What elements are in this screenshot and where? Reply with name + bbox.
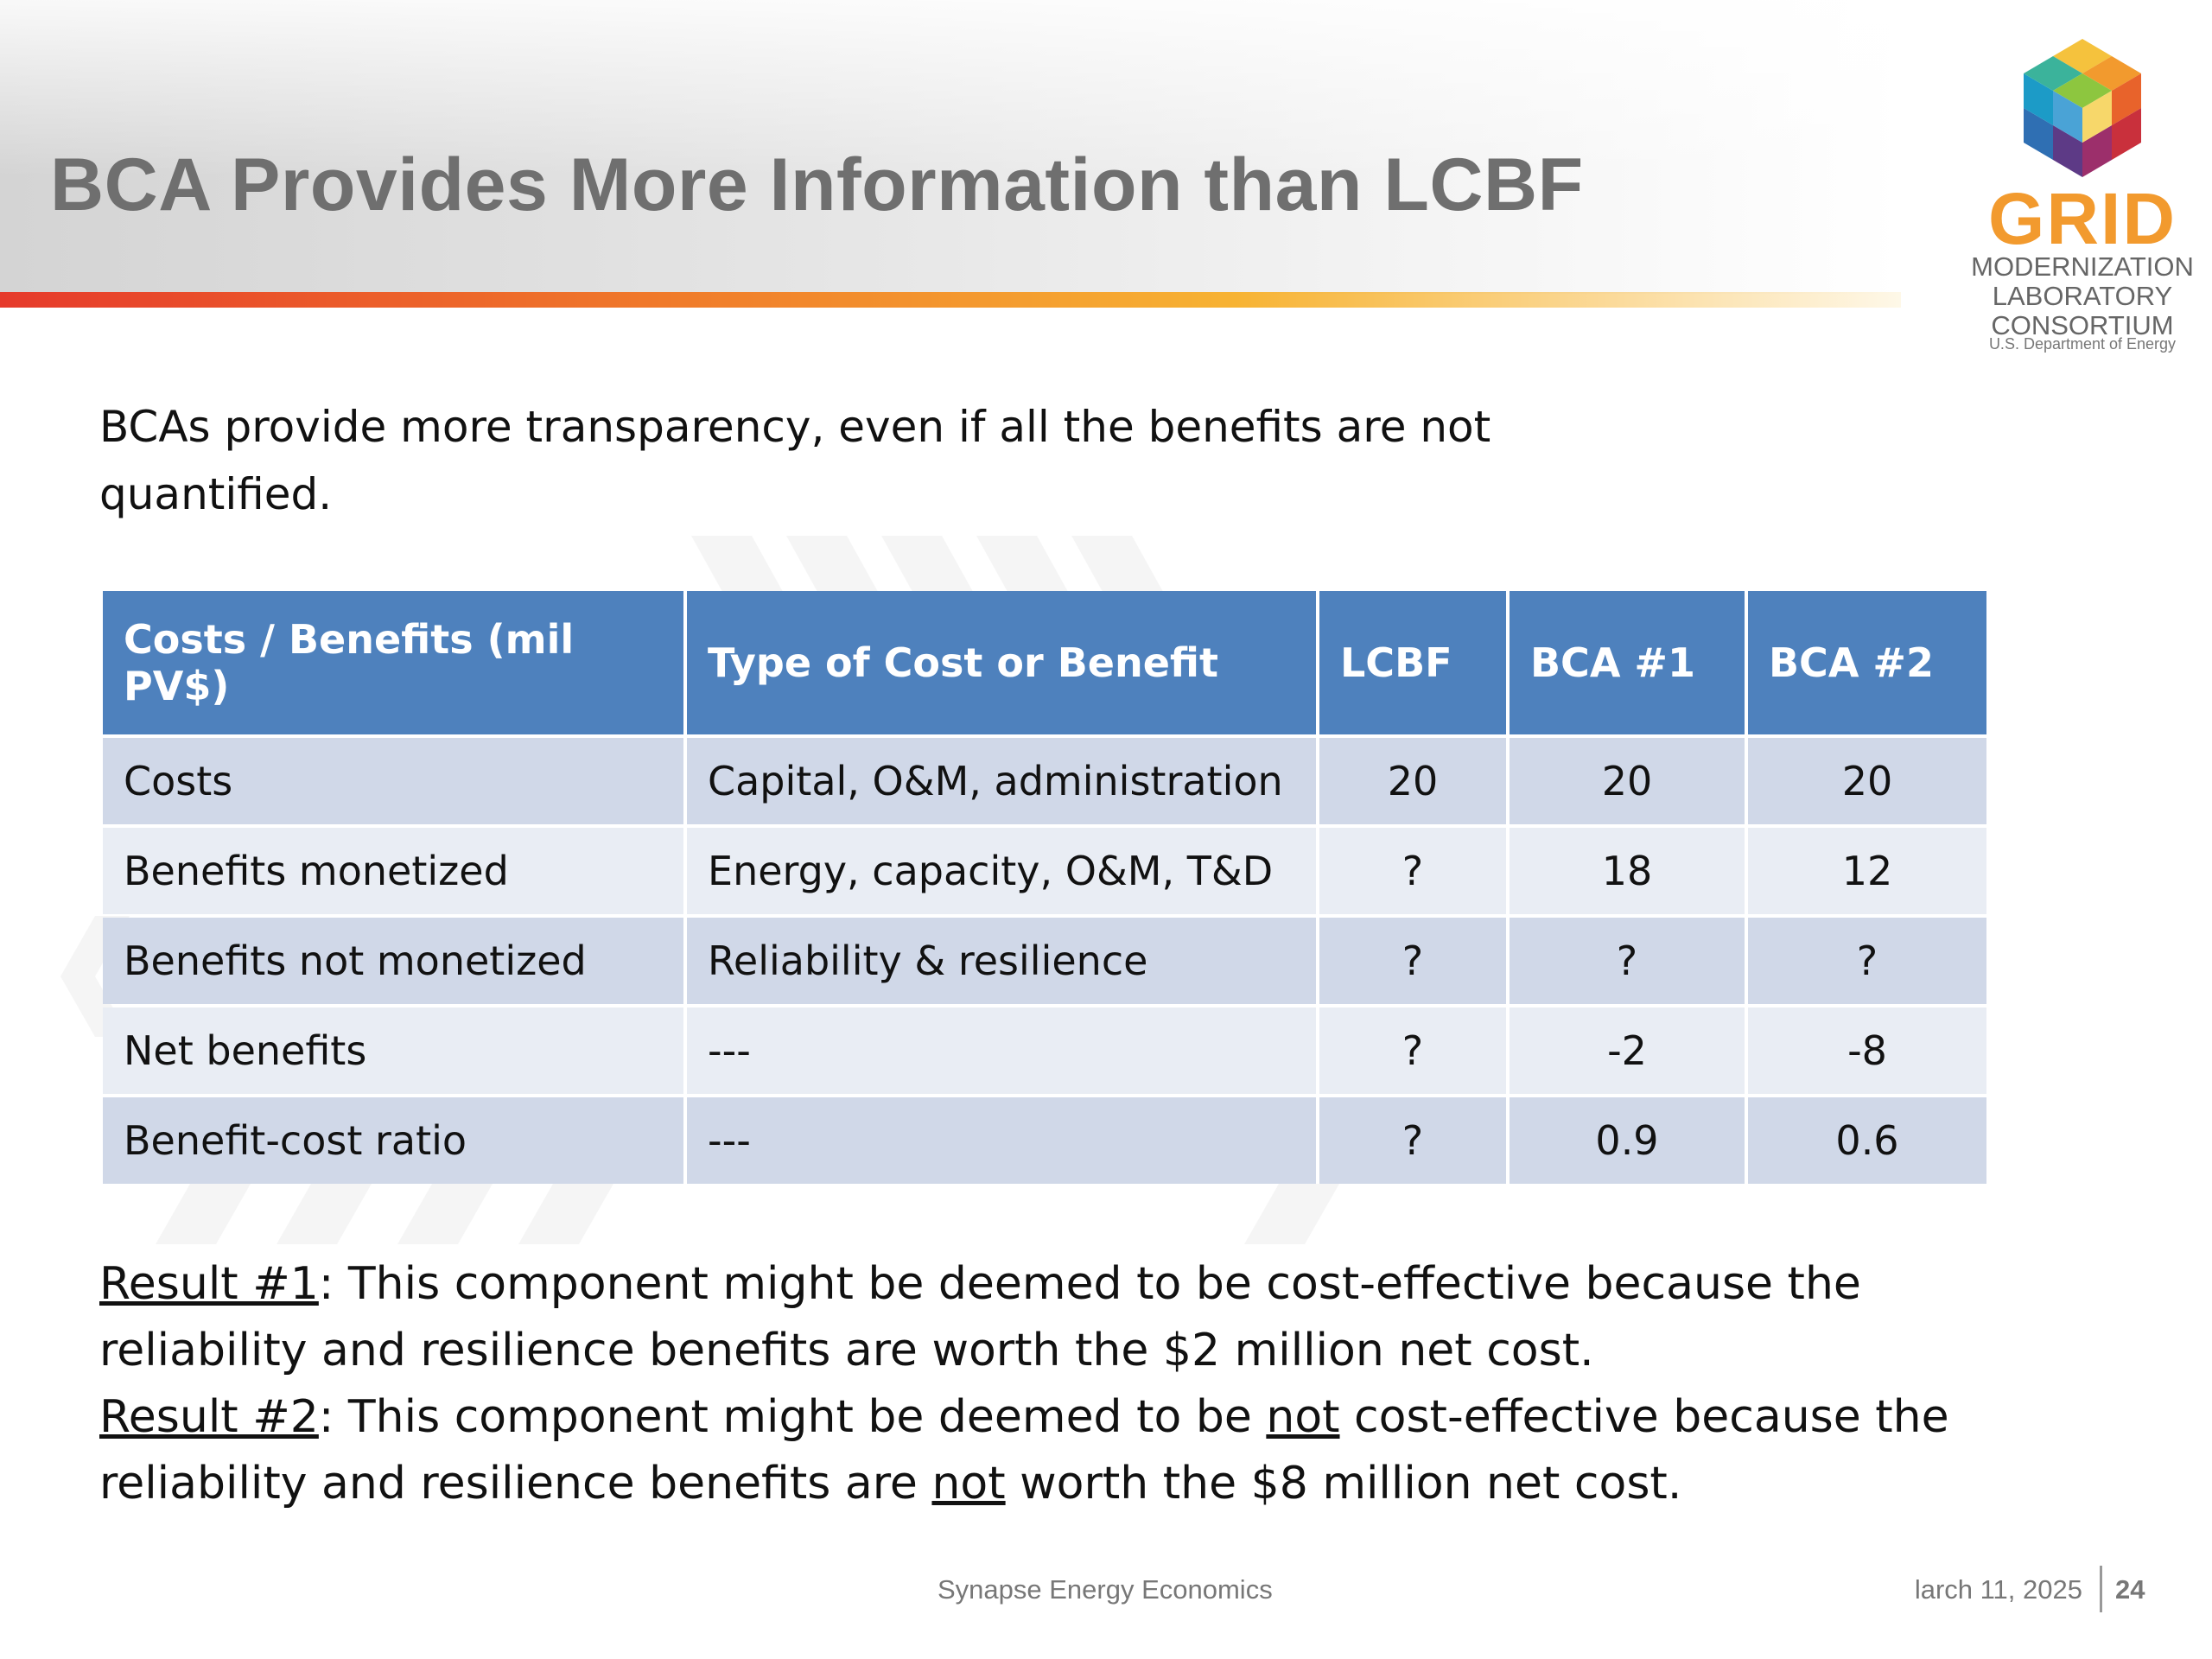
- header-band: [0, 0, 1901, 294]
- cell-bca1: ?: [1510, 918, 1745, 1004]
- logo-line-4: U.S. Department of Energy: [1988, 335, 2177, 353]
- gmlc-logo-icon: [2024, 39, 2141, 177]
- accent-bar: [0, 292, 1901, 308]
- cell-bca2: ?: [1748, 918, 1986, 1004]
- table-row: Benefits monetized Energy, capacity, O&M…: [103, 828, 1986, 914]
- result-1: Result #1: This component might be deeme…: [99, 1251, 2000, 1384]
- header-type: Type of Cost or Benefit: [687, 591, 1316, 734]
- result-2-body-c: worth the $8 million net cost.: [1005, 1458, 1682, 1510]
- header-bca1: BCA #1: [1510, 591, 1745, 734]
- cell-category: Benefits not monetized: [103, 918, 683, 1004]
- cell-lcbf: 20: [1319, 738, 1506, 824]
- result-2-body-a: : This component might be deemed to be: [318, 1391, 1267, 1443]
- cell-type: Capital, O&M, administration: [687, 738, 1316, 824]
- footer-date: larch 11, 2025: [1914, 1574, 2082, 1605]
- logo-line-3: CONSORTIUM: [1991, 310, 2174, 340]
- cell-bca1: -2: [1510, 1007, 1745, 1094]
- result-2-body-b: cost-effective because the reliability a…: [99, 1391, 1949, 1510]
- logo-word: GRID: [1988, 178, 2177, 259]
- cell-type: ---: [687, 1097, 1316, 1184]
- cell-category: Benefits monetized: [103, 828, 683, 914]
- cell-bca2: 0.6: [1748, 1097, 1986, 1184]
- intro-text: BCAs provide more transparency, even if …: [99, 402, 1491, 519]
- cell-category: Costs: [103, 738, 683, 824]
- table-row: Benefits not monetized Reliability & res…: [103, 918, 1986, 1004]
- cell-lcbf: ?: [1319, 1097, 1506, 1184]
- cell-bca2: 12: [1748, 828, 1986, 914]
- cell-lcbf: ?: [1319, 828, 1506, 914]
- result-2-label: Result #2: [99, 1391, 319, 1443]
- result-2-not-2: not: [931, 1458, 1006, 1510]
- cell-lcbf: ?: [1319, 1007, 1506, 1094]
- cell-bca1: 20: [1510, 738, 1745, 824]
- cell-type: ---: [687, 1007, 1316, 1094]
- results-text: Result #1: This component might be deeme…: [99, 1251, 2000, 1517]
- table-row: Costs Capital, O&M, administration 20 20…: [103, 738, 1986, 824]
- table-row: Net benefits --- ? -2 -8: [103, 1007, 1986, 1094]
- cell-lcbf: ?: [1319, 918, 1506, 1004]
- cell-category: Net benefits: [103, 1007, 683, 1094]
- table-row: Benefit-cost ratio --- ? 0.9 0.6: [103, 1097, 1986, 1184]
- logo-line-2: LABORATORY: [1992, 281, 2173, 311]
- header-lcbf: LCBF: [1319, 591, 1506, 734]
- result-1-label: Result #1: [99, 1258, 319, 1310]
- footer-organization: Synapse Energy Economics: [938, 1574, 1273, 1605]
- table-header-row: Costs / Benefits (mil PV$) Type of Cost …: [103, 591, 1986, 734]
- cell-bca2: -8: [1748, 1007, 1986, 1094]
- cell-type: Energy, capacity, O&M, T&D: [687, 828, 1316, 914]
- header-costs-benefits: Costs / Benefits (mil PV$): [103, 591, 683, 734]
- page-number: 24: [2115, 1574, 2145, 1605]
- cell-bca1: 0.9: [1510, 1097, 1745, 1184]
- result-1-body: : This component might be deemed to be c…: [99, 1258, 1861, 1376]
- cell-type: Reliability & resilience: [687, 918, 1316, 1004]
- cell-bca1: 18: [1510, 828, 1745, 914]
- result-2-not-1: not: [1266, 1391, 1340, 1443]
- result-2: Result #2: This component might be deeme…: [99, 1384, 2000, 1517]
- cell-bca2: 20: [1748, 738, 1986, 824]
- slide-title: BCA Provides More Information than LCBF: [50, 143, 1584, 226]
- header-bca2: BCA #2: [1748, 591, 1986, 734]
- cell-category: Benefit-cost ratio: [103, 1097, 683, 1184]
- logo-line-1: MODERNIZATION: [1971, 251, 2194, 282]
- footer-divider: [2100, 1566, 2102, 1612]
- cost-benefit-table: Costs / Benefits (mil PV$) Type of Cost …: [99, 588, 1990, 1187]
